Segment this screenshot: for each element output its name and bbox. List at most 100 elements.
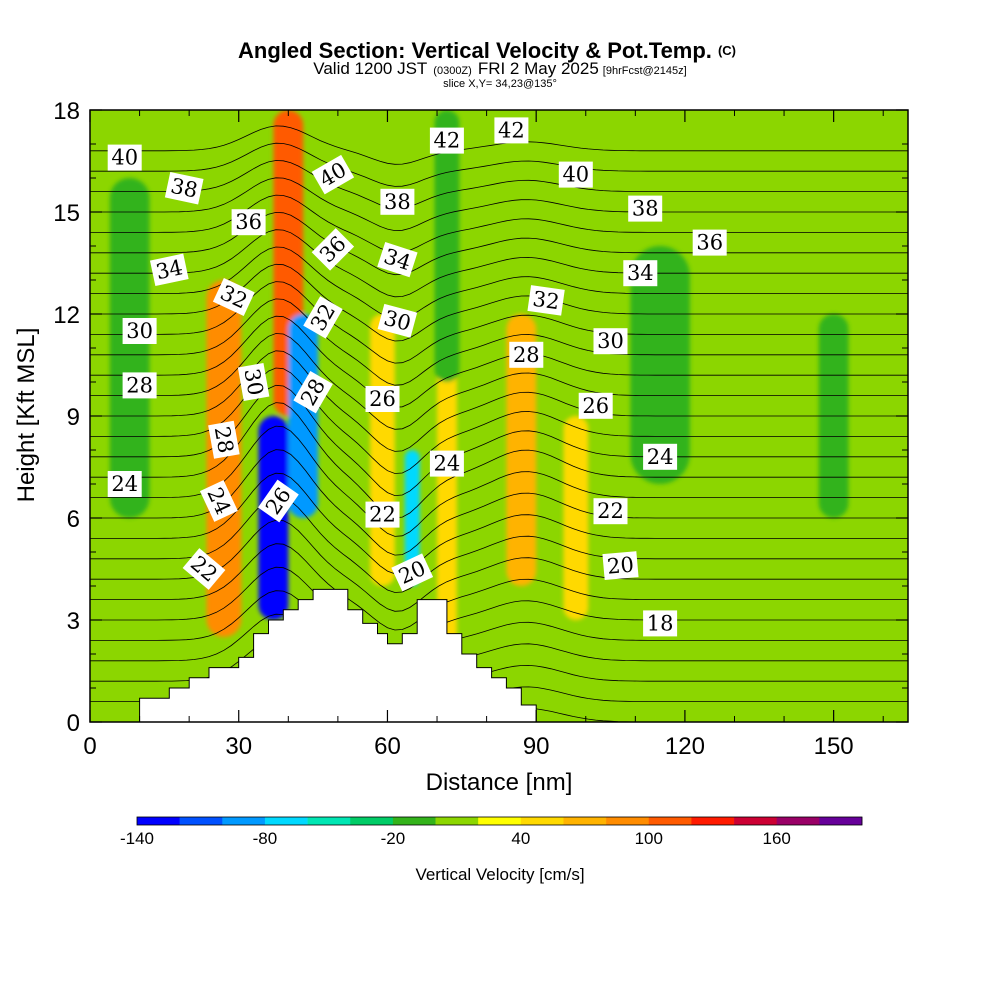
theta-contour-line — [90, 496, 908, 593]
contour-label-box — [602, 551, 639, 581]
contour-label-box — [643, 443, 678, 470]
velocity-band — [288, 314, 319, 518]
contour-label-box — [429, 450, 464, 477]
contour-label: 34 — [623, 260, 658, 287]
contour-label-box — [293, 370, 333, 414]
terrain — [90, 588, 908, 722]
chart-subtitle: Valid 1200 JST (0300Z) FRI 2 May 2025 [9hrF… — [313, 59, 686, 78]
contour-label-box — [107, 144, 142, 171]
y-tick-label: 0 — [67, 710, 80, 737]
contour-label: 30 — [237, 363, 270, 401]
x-tick-label: 150 — [814, 733, 854, 760]
colorbar-swatch — [137, 817, 180, 825]
colorbar-swatch — [392, 817, 436, 825]
contour-label-text: 34 — [154, 255, 185, 284]
y-axis-label: Height [Kft MSL] — [13, 328, 40, 503]
colorbar-swatch — [478, 817, 522, 825]
colorbar-swatch — [776, 817, 820, 825]
theta-contour-line — [90, 566, 908, 650]
contour-label: 38 — [628, 195, 663, 222]
valid-date: FRI 2 May 2025 — [478, 59, 599, 78]
theta-contour-line — [90, 333, 908, 430]
contour-label-text: 18 — [647, 611, 674, 635]
contour-label: 40 — [558, 161, 593, 188]
contour-label-box — [377, 303, 418, 338]
contour-label-box — [558, 161, 593, 188]
contour-label: 42 — [494, 117, 529, 144]
contour-label-box — [311, 228, 355, 271]
contour-label-box — [237, 363, 270, 401]
contour-label-box — [311, 154, 355, 195]
theta-contour-line — [90, 298, 908, 386]
contour-label: 36 — [692, 229, 727, 256]
theta-contour-line — [90, 125, 908, 165]
theta-contour-line — [90, 590, 908, 668]
contour-label-text: 38 — [169, 174, 200, 203]
contour-label: 20 — [602, 551, 639, 581]
colorbar-swatch — [435, 817, 479, 825]
y-tick-label: 9 — [67, 404, 80, 431]
x-tick-label: 120 — [665, 733, 705, 760]
contour-label-text: 30 — [126, 319, 153, 343]
contour-label-text: 38 — [384, 190, 411, 214]
contour-label: 28 — [208, 420, 240, 459]
forecast-tag: [9hrFcst@2145z] — [603, 65, 687, 77]
contour-label-text: 28 — [210, 425, 238, 455]
y-tick-label: 12 — [53, 302, 80, 329]
contour-label-text: 30 — [239, 367, 267, 397]
contour-label-text: 26 — [369, 387, 396, 411]
contour-label: 30 — [593, 328, 628, 355]
contour-label: 40 — [107, 144, 142, 171]
contour-label: 30 — [122, 318, 157, 344]
contour-label-box — [494, 117, 529, 144]
contour-label-box — [212, 278, 255, 316]
theta-contour-line — [90, 425, 908, 537]
contour-label-text: 32 — [531, 287, 561, 314]
velocity-band — [109, 178, 150, 518]
contour-label-box — [593, 498, 628, 525]
chart-title-mark: (C) — [718, 43, 736, 58]
contour-label-box — [231, 209, 266, 236]
contour-label-text: 20 — [606, 552, 635, 578]
colorbar-swatch — [563, 817, 607, 825]
theta-contour-line — [90, 281, 908, 364]
colorbar-tick-label: -140 — [120, 829, 154, 848]
contour-label: 26 — [365, 386, 400, 412]
contour-label: 26 — [578, 392, 613, 419]
theta-contour-line — [90, 142, 908, 187]
colorbar-swatch — [350, 817, 394, 825]
colorbar-swatch — [222, 817, 266, 825]
contour-label-text: 40 — [111, 146, 138, 170]
contour-label-box — [122, 318, 157, 344]
contour-label: 38 — [164, 171, 204, 205]
velocity-band — [404, 450, 420, 586]
contour-label-box — [122, 372, 157, 399]
contour-label-box — [578, 392, 613, 419]
colorbar: -140 -80 -20 40 100 160 — [120, 816, 863, 848]
x-tick-label: 0 — [83, 733, 96, 760]
colorbar-swatch — [691, 817, 735, 825]
contour-label-box — [365, 501, 400, 528]
contour-label: 42 — [429, 127, 464, 154]
contour-label-text: 22 — [369, 503, 396, 527]
velocity-band — [630, 246, 690, 484]
contour-label-box — [303, 296, 343, 339]
contour-label-box — [365, 386, 400, 412]
contour-label: 24 — [643, 443, 678, 470]
contour-label-box — [391, 553, 434, 592]
colorbar-swatch — [179, 817, 223, 825]
contour-label-text: 28 — [513, 343, 540, 367]
colorbar-frame — [136, 816, 863, 826]
colorbar-tick-label: 40 — [511, 829, 530, 848]
contour-label-box — [182, 548, 226, 590]
chart-title: Angled Section: Vertical Velocity & Pot.… — [238, 38, 736, 63]
velocity-band — [206, 280, 242, 637]
slice-info: slice X,Y= 34,23@135° — [443, 78, 557, 90]
theta-contour-line — [90, 519, 908, 612]
contour-label-box — [509, 341, 544, 368]
theta-contour-line — [90, 194, 908, 254]
theta-contour-line — [90, 402, 908, 519]
colorbar-swatch — [648, 817, 692, 825]
